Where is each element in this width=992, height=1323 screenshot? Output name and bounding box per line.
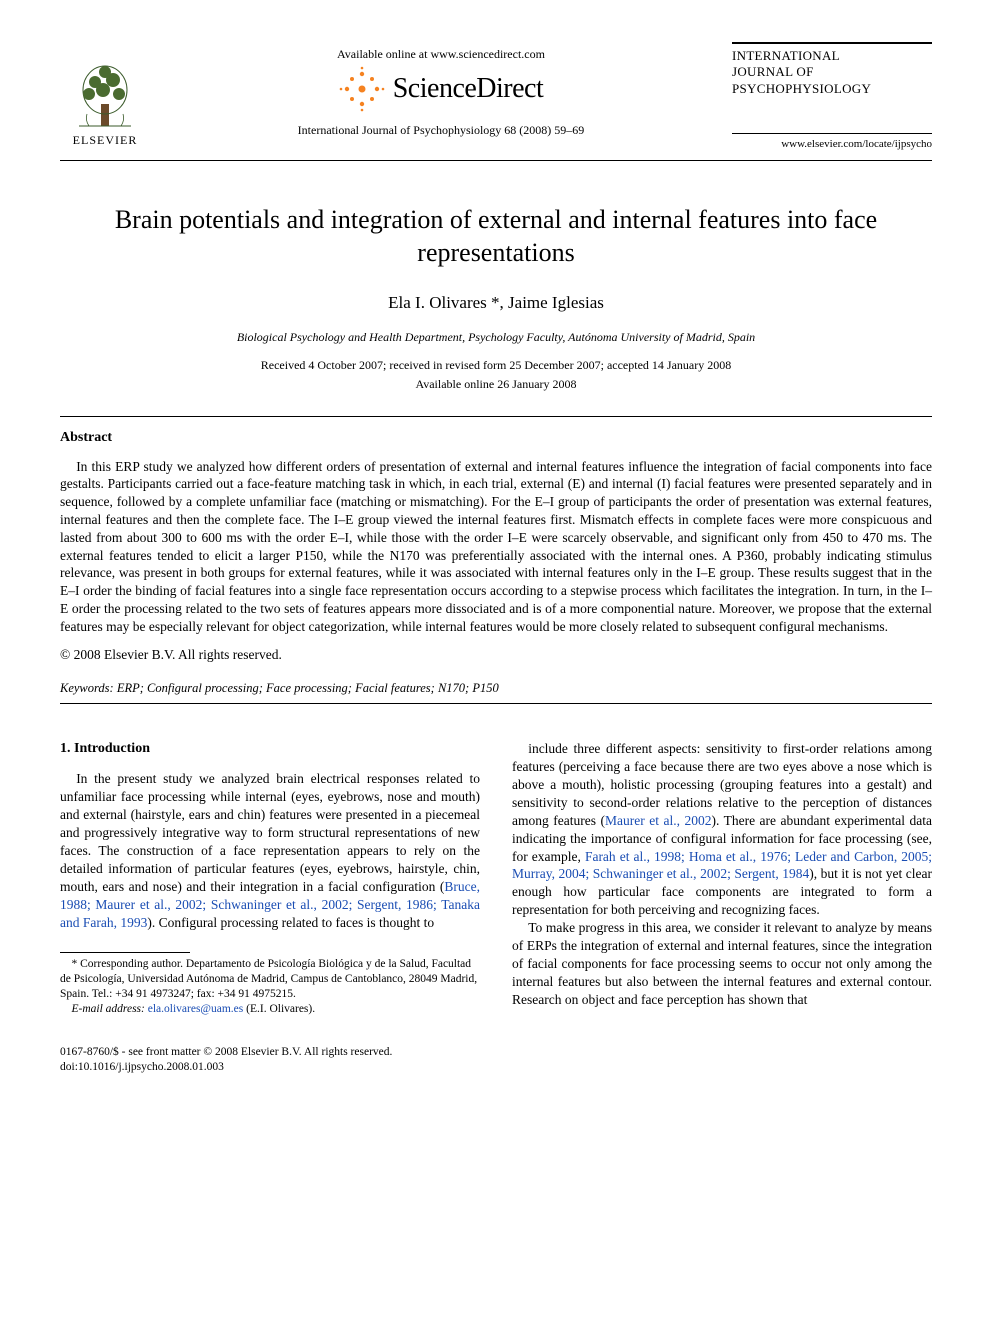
abstract-body: In this ERP study we analyzed how differ… [60,458,932,636]
affiliation: Biological Psychology and Health Departm… [60,329,932,345]
keywords-line: Keywords: ERP; Configural processing; Fa… [60,680,932,697]
abstract-top-rule [60,416,932,417]
keywords-label: Keywords: [60,681,114,695]
journal-url: www.elsevier.com/locate/ijpsycho [732,137,932,152]
journal-title-line2: JOURNAL OF [732,64,932,80]
authors: Ela I. Olivares *, Jaime Iglesias [60,292,932,315]
journal-title-line3: PSYCHOPHYSIOLOGY [732,81,932,97]
sciencedirect-wordmark: ScienceDirect [393,70,544,108]
intro-p3: To make progress in this area, we consid… [512,919,932,1009]
email-tail: (E.I. Olivares). [246,1003,315,1015]
abstract-heading: Abstract [60,429,932,448]
intro-p1-a: In the present study we analyzed brain e… [60,771,480,894]
page-footer: 0167-8760/$ - see front matter © 2008 El… [60,1045,932,1075]
email-label: E-mail address: [72,1003,145,1015]
intro-p1-b: ). Configural processing related to face… [147,915,434,930]
intro-heading: 1. Introduction [60,740,480,759]
keywords-list: ERP; Configural processing; Face process… [117,681,499,695]
sciencedirect-burst-icon [339,66,385,112]
intro-p2-citation1-link[interactable]: Maurer et al., 2002 [605,813,711,828]
elsevier-tree-icon [75,60,135,130]
abstract-bottom-rule [60,703,932,704]
footer-doi: doi:10.1016/j.ijpsycho.2008.01.003 [60,1060,932,1075]
body-columns: 1. Introduction In the present study we … [60,740,932,1017]
email-link[interactable]: ela.olivares@uam.es [148,1003,244,1015]
sciencedirect-logo: ScienceDirect [150,66,732,112]
journal-title-line1: INTERNATIONAL [732,48,932,64]
available-online-text: Available online at www.sciencedirect.co… [150,46,732,62]
page-header: ELSEVIER Available online at www.science… [60,40,932,152]
footer-line1: 0167-8760/$ - see front matter © 2008 El… [60,1045,932,1060]
publisher-name: ELSEVIER [73,132,138,148]
article-dates: Received 4 October 2007; received in rev… [60,357,932,373]
online-date: Available online 26 January 2008 [60,376,932,392]
journal-title-block: INTERNATIONAL JOURNAL OF PSYCHOPHYSIOLOG… [732,40,932,152]
footnote-rule [60,952,190,953]
article-title: Brain potentials and integration of exte… [100,203,892,271]
abstract-copyright: © 2008 Elsevier B.V. All rights reserved… [60,646,932,664]
intro-p1: In the present study we analyzed brain e… [60,770,480,932]
center-header: Available online at www.sciencedirect.co… [150,40,732,138]
corresponding-author-footnote: * Corresponding author. Departamento de … [60,957,480,1002]
citation-line: International Journal of Psychophysiolog… [150,122,732,138]
header-rule [60,160,932,161]
publisher-logo-block: ELSEVIER [60,40,150,148]
intro-p2: include three different aspects: sensiti… [512,740,932,920]
footnote-email-line: E-mail address: ela.olivares@uam.es (E.I… [60,1002,480,1017]
